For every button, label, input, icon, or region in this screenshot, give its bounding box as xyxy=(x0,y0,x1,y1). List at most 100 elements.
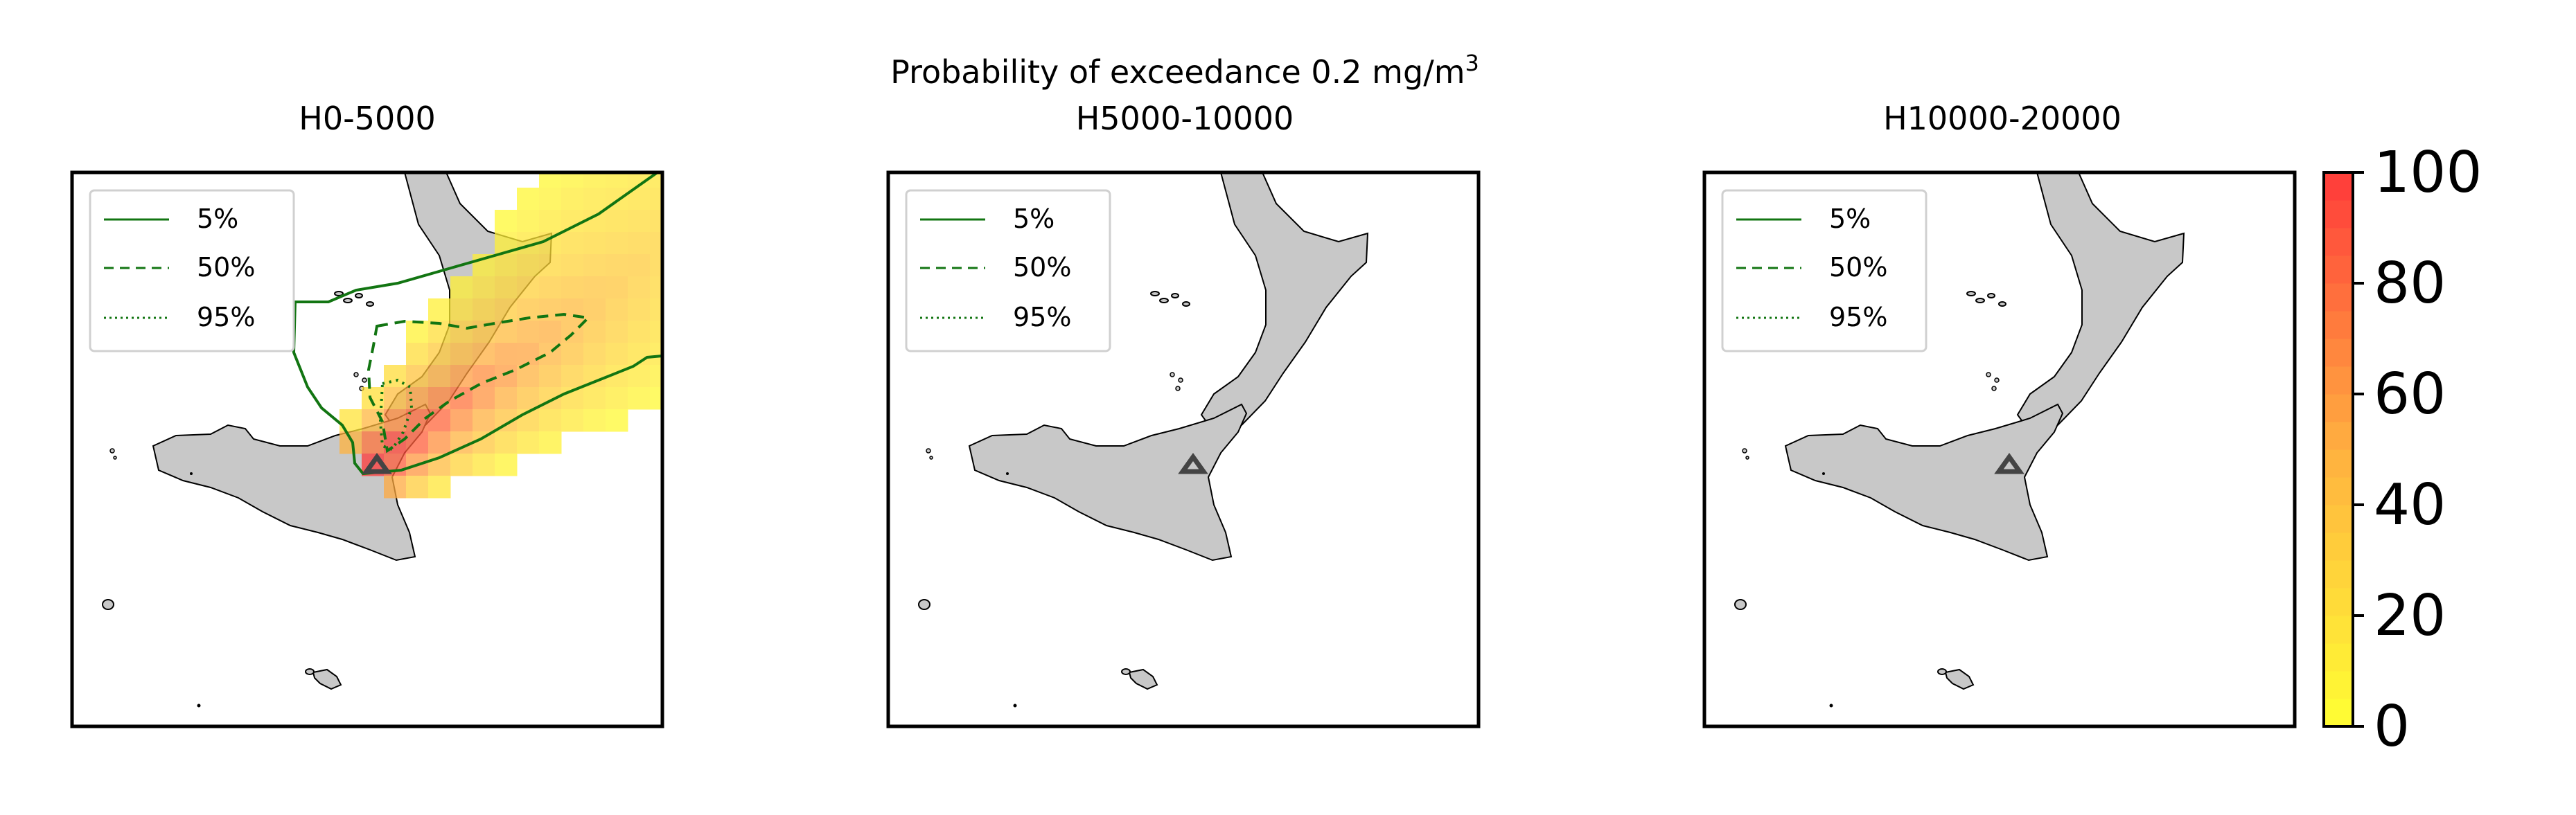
probability-cell xyxy=(650,298,662,321)
probability-cell xyxy=(450,454,473,476)
probability-cell xyxy=(650,254,662,277)
probability-cell xyxy=(561,365,584,388)
legend-label-5: 5% xyxy=(1829,204,1871,234)
probability-cell xyxy=(628,210,651,233)
probability-cell xyxy=(561,254,584,277)
probability-cell xyxy=(539,172,562,188)
probability-cell xyxy=(628,232,651,255)
probability-cell xyxy=(517,254,540,277)
probability-cell xyxy=(650,276,662,299)
probability-cell xyxy=(583,387,606,410)
probability-cell xyxy=(539,276,562,299)
probability-cell xyxy=(495,276,518,299)
colorbar-tick-label: 80 xyxy=(2374,251,2446,316)
probability-cell xyxy=(561,172,584,188)
probability-cell xyxy=(517,431,540,454)
probability-cell xyxy=(517,188,540,211)
colorbar-band xyxy=(2324,200,2353,229)
probability-cell xyxy=(628,321,651,343)
probability-cell xyxy=(428,387,451,410)
probability-cell xyxy=(539,409,562,432)
probability-cell xyxy=(495,387,518,410)
probability-cell xyxy=(583,172,606,188)
probability-cell xyxy=(606,254,628,277)
colorbar-tick-label: 40 xyxy=(2374,472,2446,538)
probability-cell xyxy=(450,321,473,343)
probability-cell xyxy=(450,365,473,388)
probability-cell xyxy=(428,431,451,454)
colorbar-band xyxy=(2324,532,2353,561)
legend-label-5: 5% xyxy=(197,204,238,234)
figure-suptitle: Probability of exceedance 0.2 mg/m3 xyxy=(890,50,1479,91)
probability-cell xyxy=(473,431,495,454)
probability-cell xyxy=(583,276,606,299)
probability-cell xyxy=(606,387,628,410)
probability-cell xyxy=(406,431,429,454)
probability-cell xyxy=(450,276,473,299)
colorbar-tick-label: 60 xyxy=(2374,361,2446,427)
legend-label-95: 95% xyxy=(197,302,255,332)
colorbar-band xyxy=(2324,394,2353,422)
probability-cell xyxy=(650,188,662,211)
probability-cell xyxy=(583,321,606,343)
legend-label-50: 50% xyxy=(1013,252,1071,283)
probability-cell xyxy=(473,454,495,476)
colorbar-band xyxy=(2324,172,2353,201)
probability-cell xyxy=(606,321,628,343)
colorbar-band xyxy=(2324,671,2353,699)
probability-cell xyxy=(628,254,651,277)
probability-cell xyxy=(406,321,429,343)
colorbar-band xyxy=(2324,643,2353,672)
probability-cell xyxy=(495,321,518,343)
probability-cell xyxy=(583,409,606,432)
probability-cell xyxy=(406,476,429,499)
probability-cell xyxy=(473,343,495,366)
panel-title: H5000-10000 xyxy=(1076,100,1294,137)
probability-cell xyxy=(517,387,540,410)
probability-cell xyxy=(583,343,606,366)
probability-cell xyxy=(406,387,429,410)
probability-cell xyxy=(473,365,495,388)
colorbar-bands xyxy=(2324,172,2353,727)
colorbar-band xyxy=(2324,477,2353,505)
colorbar-band xyxy=(2324,422,2353,450)
probability-cell xyxy=(561,276,584,299)
colorbar-band xyxy=(2324,366,2353,395)
colorbar-band xyxy=(2324,699,2353,727)
probability-cell xyxy=(339,431,362,454)
colorbar-band xyxy=(2324,616,2353,644)
legend-label-95: 95% xyxy=(1829,302,1887,332)
probability-cell xyxy=(583,298,606,321)
probability-cell xyxy=(606,298,628,321)
probability-cell xyxy=(628,387,651,410)
probability-cell xyxy=(650,343,662,366)
probability-cell xyxy=(539,431,562,454)
contour-50-percent xyxy=(367,312,592,454)
probability-cell xyxy=(539,188,562,211)
probability-cell xyxy=(384,387,407,410)
panel-title: H10000-20000 xyxy=(1883,100,2121,137)
probability-cell xyxy=(384,476,407,499)
probability-cell xyxy=(561,210,584,233)
probability-cell xyxy=(473,387,495,410)
map-panel-h10000-20000: 5% 50% 95% xyxy=(1702,170,2297,728)
probability-cell xyxy=(539,365,562,388)
probability-cell xyxy=(561,343,584,366)
probability-cell xyxy=(539,254,562,277)
probability-cell xyxy=(495,254,518,277)
probability-cell xyxy=(539,210,562,233)
probability-cell xyxy=(384,409,407,432)
probability-cell xyxy=(650,210,662,233)
probability-cell xyxy=(583,232,606,255)
probability-cell xyxy=(450,343,473,366)
colorbar-tick-label: 0 xyxy=(2374,694,2410,760)
probability-cell xyxy=(495,343,518,366)
probability-cell xyxy=(450,387,473,410)
probability-cell xyxy=(517,276,540,299)
probability-cell xyxy=(561,232,584,255)
colorbar-tick-label: 100 xyxy=(2374,140,2482,206)
colorbar-ticks: 0 20 40 60 80 100 xyxy=(2353,140,2482,760)
colorbar-band xyxy=(2324,311,2353,339)
probability-cell xyxy=(561,409,584,432)
